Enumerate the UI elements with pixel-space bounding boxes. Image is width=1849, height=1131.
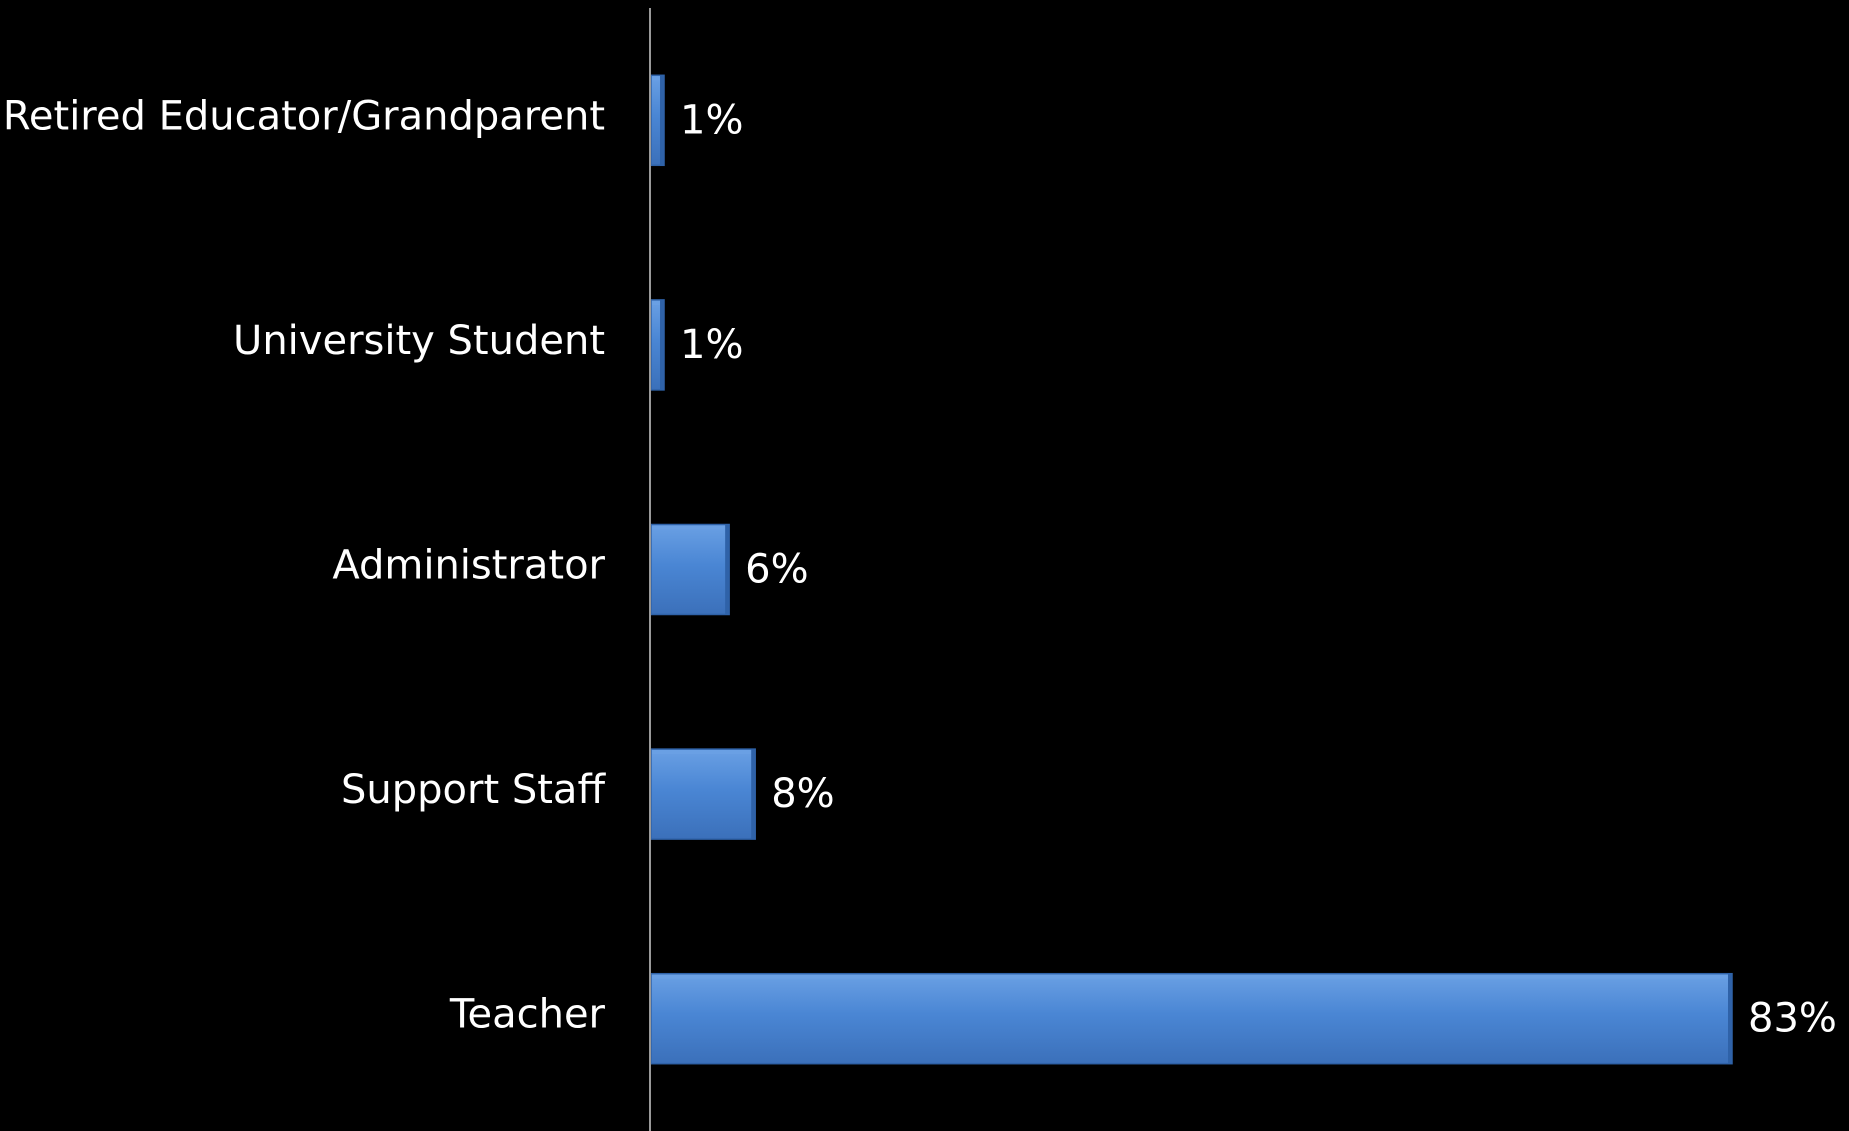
bar-edge: [660, 75, 665, 166]
data-label-support-staff: 8%: [771, 771, 834, 817]
bar-highlight: [652, 525, 729, 530]
bar-edge: [725, 524, 730, 615]
bar-teacher: [650, 972, 1733, 1065]
bar-support-staff: [650, 748, 756, 840]
bar-edge: [751, 749, 756, 840]
data-label-administrator: 6%: [745, 547, 808, 593]
data-label-university-student: 1%: [680, 322, 743, 368]
category-label-support-staff: Support Staff: [341, 767, 606, 813]
bar-rect: [650, 748, 756, 840]
data-label-retired-educator-grandparent: 1%: [680, 97, 743, 143]
category-label-teacher: Teacher: [449, 992, 606, 1038]
category-label-administrator: Administrator: [332, 543, 605, 589]
bar-rect: [650, 972, 1733, 1065]
bar-highlight: [652, 300, 664, 305]
bar-highlight: [652, 750, 755, 755]
bar-edge: [1728, 973, 1732, 1064]
bar-administrator: [650, 523, 730, 616]
bar-highlight: [652, 974, 1731, 979]
bar-rect: [650, 523, 730, 616]
bar-retired-educator-grandparent: [650, 74, 665, 167]
bar-edge: [660, 299, 665, 390]
bar-university-student: [650, 299, 665, 391]
category-label-retired-educator-grandparent: Retired Educator/Grandparent: [3, 93, 605, 139]
bar-highlight: [652, 76, 664, 81]
category-label-university-student: University Student: [233, 318, 605, 364]
data-label-teacher: 83%: [1748, 996, 1837, 1042]
bars-layer: [650, 74, 1733, 1065]
labels-layer: Retired Educator/Grandparent 1% University…: [3, 93, 1837, 1041]
